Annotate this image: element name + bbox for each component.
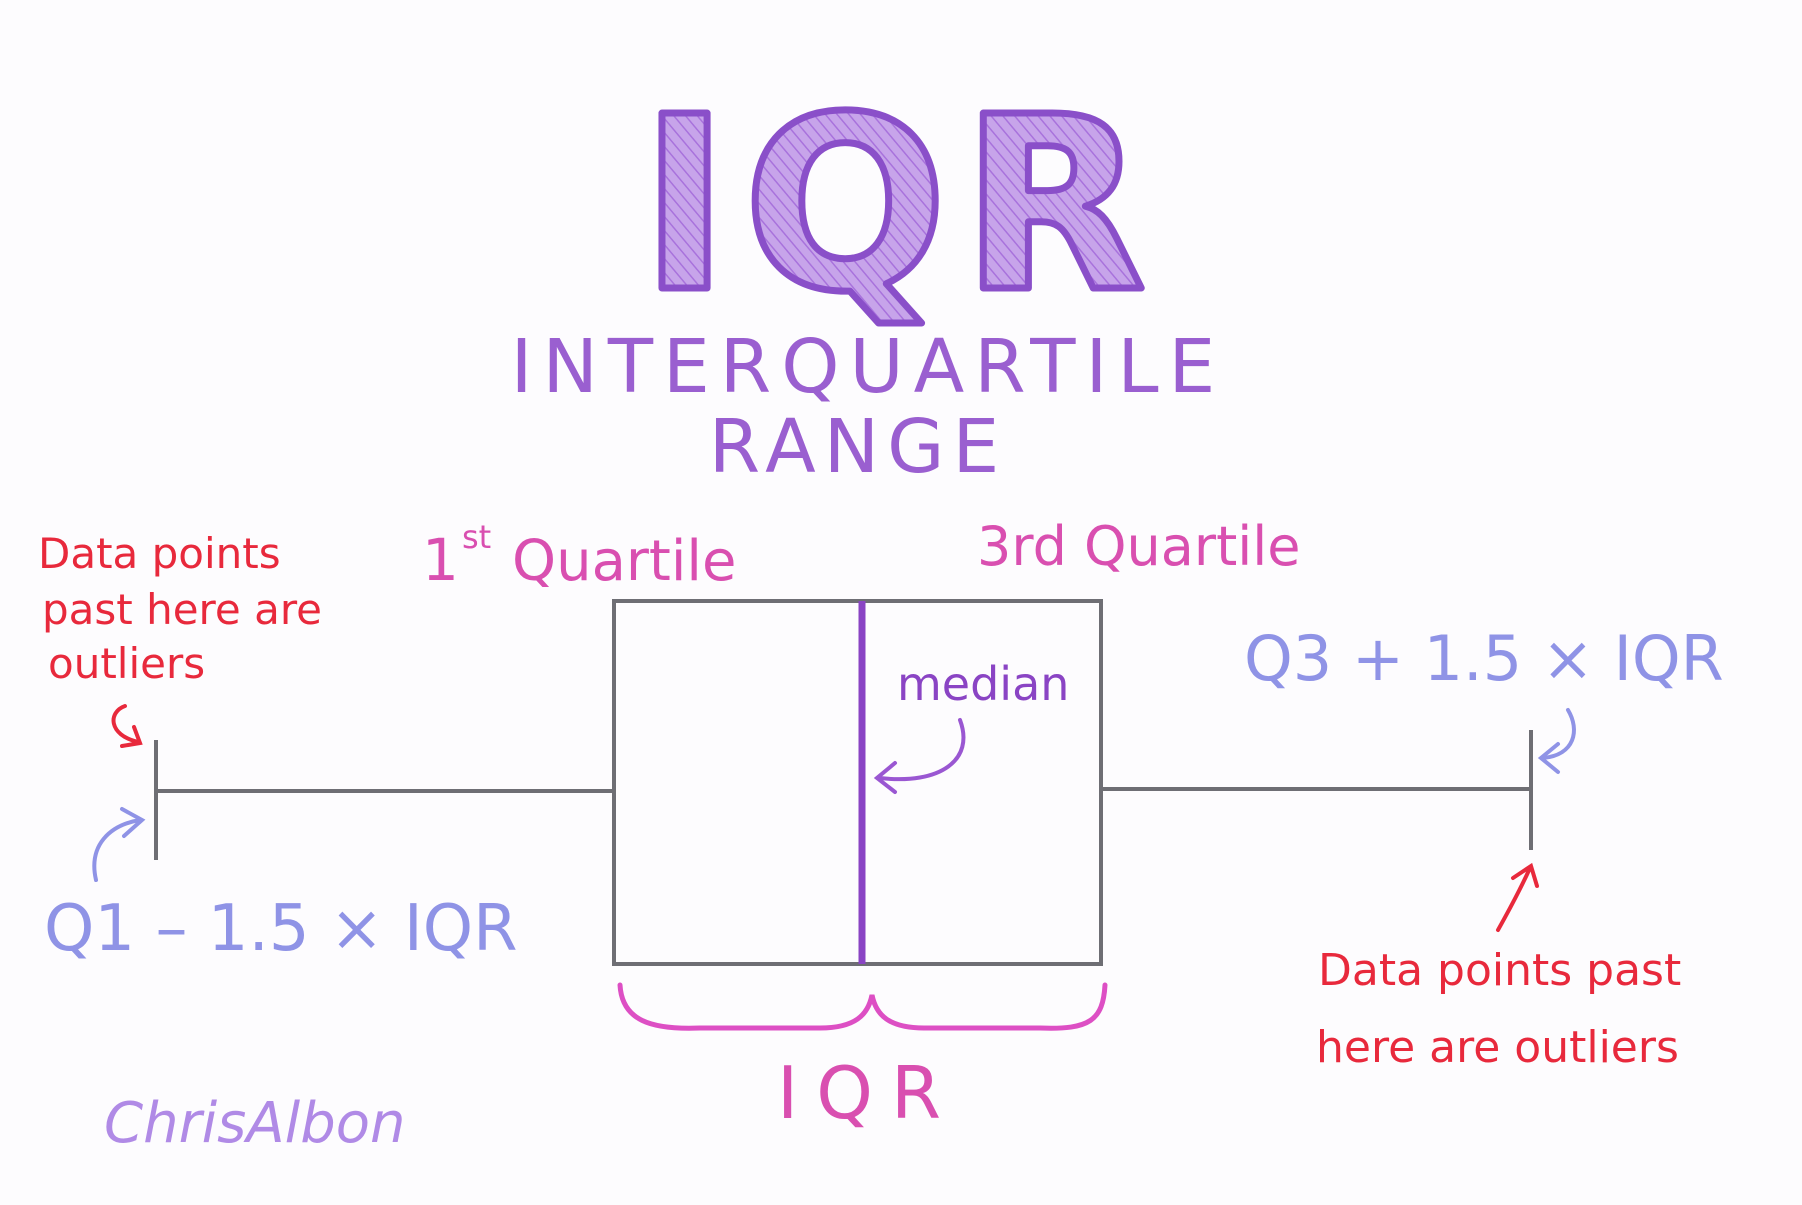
first-quartile-superscript: st [462, 518, 491, 556]
iqr-title-text: IQR [640, 65, 1160, 345]
right-outlier-arrow-icon [1496, 862, 1539, 932]
iqr-title-logo: IQR [636, 62, 1160, 349]
median-arrow-icon [873, 718, 966, 794]
median-label: median [897, 657, 1069, 711]
author-signature: ChrisAlbon [104, 1091, 406, 1156]
upper-fence-arrow-icon [1537, 708, 1576, 774]
right-outlier-line1: Data points past [1318, 945, 1681, 996]
right-outlier-line2: here are outliers [1316, 1022, 1679, 1073]
subtitle-line1: INTERQUARTILE [511, 324, 1226, 410]
left-outlier-note: Data points past here are outliers [38, 529, 322, 688]
iqr-box [612, 599, 1103, 966]
iqr-brace [617, 982, 1108, 1031]
iqr-brace-label: IQR [777, 1051, 959, 1135]
lower-fence-arrow-icon [92, 807, 146, 882]
right-outlier-note: Data points past here are outliers [1316, 945, 1681, 1073]
box-plot [154, 599, 1533, 966]
subtitle-line2: RANGE [709, 404, 1008, 490]
first-quartile-word: Quartile [512, 529, 736, 594]
left-outlier-line1: Data points [38, 529, 281, 578]
third-quartile-label: 3rd Quartile [977, 515, 1300, 578]
left-outlier-line3: outliers [48, 639, 205, 688]
upper-fence-label: Q3 + 1.5 × IQR [1244, 622, 1724, 695]
left-outlier-line2: past here are [42, 585, 322, 634]
first-quartile-number: 1 [422, 526, 459, 594]
lower-fence-label: Q1 – 1.5 × IQR [44, 892, 518, 966]
left-outlier-arrow-icon [111, 704, 143, 748]
first-quartile-label: 1 st Quartile [422, 518, 736, 594]
